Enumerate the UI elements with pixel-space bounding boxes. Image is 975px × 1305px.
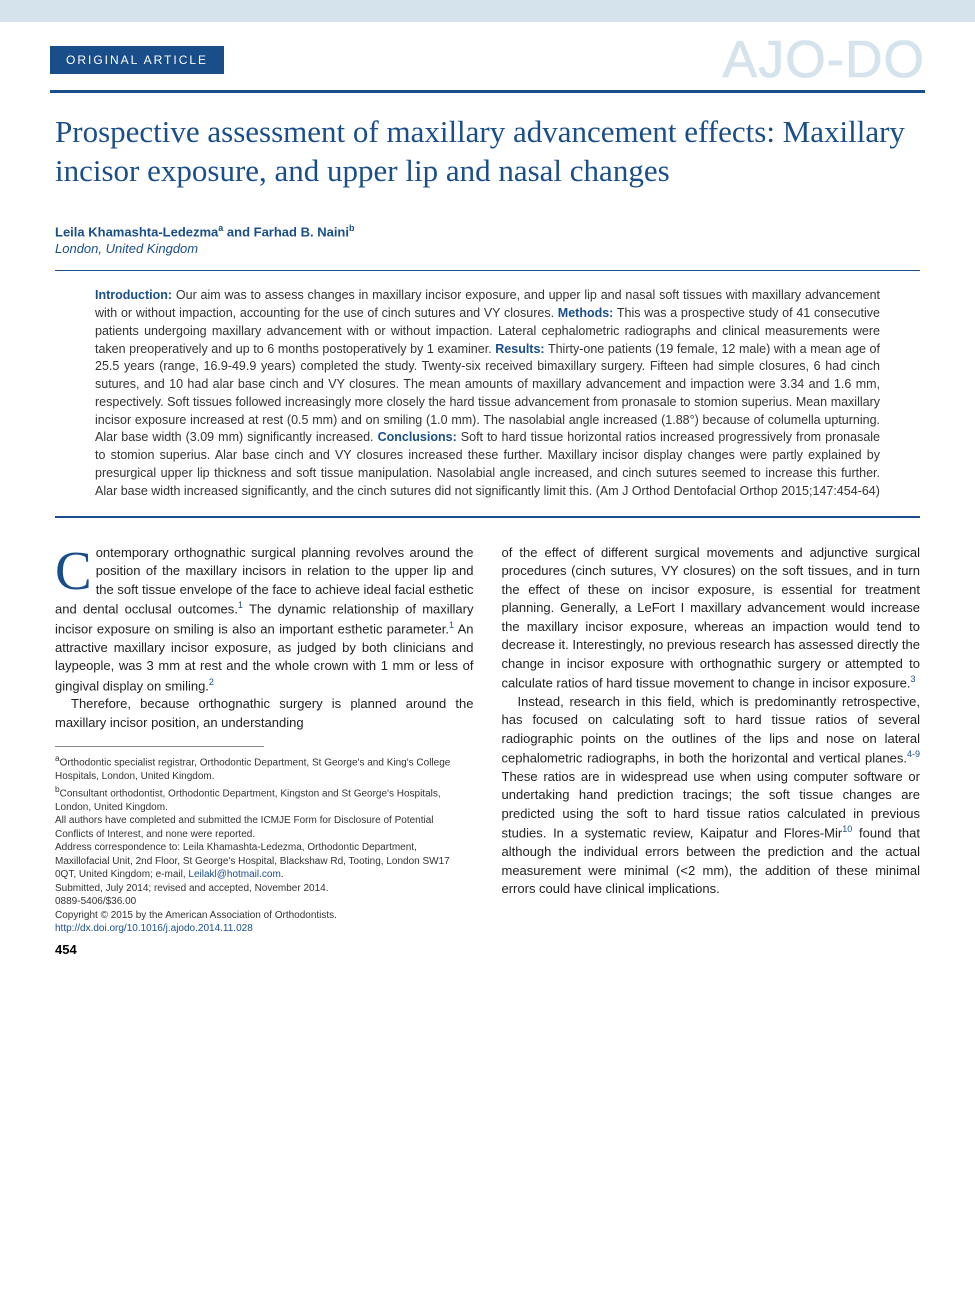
abstract-results-label: Results: — [495, 342, 544, 356]
correspondence-email-link[interactable]: Leilakl@hotmail.com — [188, 869, 280, 880]
body-left-p1: Contemporary orthognathic surgical plann… — [55, 544, 474, 696]
title-section: Prospective assessment of maxillary adva… — [0, 93, 975, 201]
ref-3[interactable]: 3 — [911, 674, 916, 684]
body-right-p1a: of the effect of different surgical move… — [502, 545, 921, 691]
authors-line: Leila Khamashta-Ledezmaa and Farhad B. N… — [55, 223, 920, 239]
body-right-p2a: Instead, research in this field, which i… — [502, 694, 921, 766]
footnote-copyright: Copyright © 2015 by the American Associa… — [55, 909, 474, 923]
article-type-badge: ORIGINAL ARTICLE — [50, 46, 224, 74]
ref-10[interactable]: 10 — [842, 824, 852, 834]
footnote-issn: 0889-5406/$36.00 — [55, 895, 474, 909]
abstract-intro-label: Introduction: — [95, 288, 172, 302]
authors-section: Leila Khamashta-Ledezmaa and Farhad B. N… — [0, 201, 975, 260]
author-a: Leila Khamashta-Ledezma — [55, 224, 218, 239]
body-right-p2: Instead, research in this field, which i… — [502, 693, 921, 899]
footnotes: aOrthodontic specialist registrar, Ortho… — [55, 753, 474, 935]
abstract: Introduction: Our aim was to assess chan… — [0, 281, 975, 506]
journal-logo: AJO-DO — [723, 30, 925, 90]
affiliation-city: London, United Kingdom — [55, 241, 920, 256]
footnote-b: bConsultant orthodontist, Orthodontic De… — [55, 784, 474, 814]
doi-link[interactable]: http://dx.doi.org/10.1016/j.ajodo.2014.1… — [55, 923, 253, 934]
article-title: Prospective assessment of maxillary adva… — [55, 113, 920, 191]
abstract-conclusions-label: Conclusions: — [378, 430, 457, 444]
left-column: Contemporary orthognathic surgical plann… — [55, 544, 474, 936]
page-number: 454 — [0, 936, 975, 967]
author-b: Farhad B. Naini — [254, 224, 349, 239]
abstract-bottom-rule — [55, 516, 920, 518]
abstract-results-text: Thirty-one patients (19 female, 12 male)… — [95, 342, 880, 445]
footnote-correspondence: Address correspondence to: Leila Khamash… — [55, 841, 474, 882]
authors-and: and — [223, 224, 253, 239]
footnote-a: aOrthodontic specialist registrar, Ortho… — [55, 753, 474, 783]
right-column: of the effect of different surgical move… — [502, 544, 921, 936]
footnote-divider — [55, 746, 264, 747]
ref-4-9[interactable]: 4-9 — [907, 749, 920, 759]
body-right-p1: of the effect of different surgical move… — [502, 544, 921, 693]
dropcap: C — [55, 544, 96, 595]
body-left-p2: Therefore, because orthognathic surgery … — [55, 695, 474, 732]
author-b-sup: b — [349, 223, 355, 233]
footnote-doi: http://dx.doi.org/10.1016/j.ajodo.2014.1… — [55, 922, 474, 936]
header-row: ORIGINAL ARTICLE AJO-DO — [0, 30, 975, 90]
footnote-disclosure: All authors have completed and submitted… — [55, 814, 474, 841]
ref-2[interactable]: 2 — [209, 677, 214, 687]
footnote-submitted: Submitted, July 2014; revised and accept… — [55, 882, 474, 896]
top-bar — [0, 0, 975, 22]
abstract-top-rule — [55, 270, 920, 272]
abstract-methods-label: Methods: — [558, 306, 614, 320]
body-columns: Contemporary orthognathic surgical plann… — [0, 528, 975, 936]
